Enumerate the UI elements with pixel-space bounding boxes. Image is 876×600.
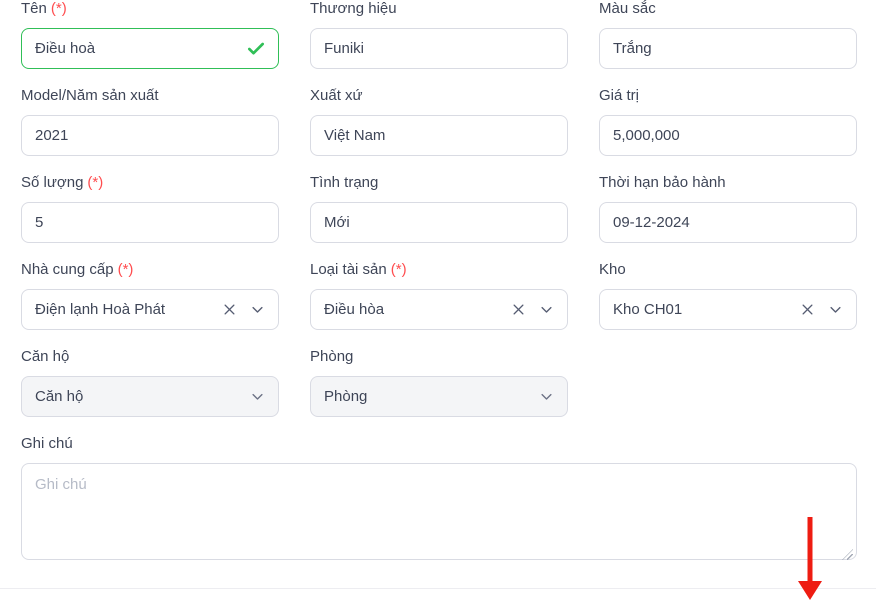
section-divider xyxy=(0,588,876,589)
chevron-down-icon xyxy=(250,389,265,404)
clear-icon[interactable] xyxy=(800,302,815,317)
model-input[interactable] xyxy=(21,115,279,156)
name-label: Tên (*) xyxy=(21,0,67,17)
asset-type-select[interactable]: Điều hòa xyxy=(310,289,568,330)
field-brand: Thương hiệu xyxy=(310,1,568,69)
required-marker: (*) xyxy=(50,0,67,17)
room-select-value: Phòng xyxy=(324,388,368,405)
quantity-label: Số lượng (*) xyxy=(21,174,104,191)
field-quantity: Số lượng (*) xyxy=(21,175,279,243)
origin-label: Xuất xứ xyxy=(310,87,363,104)
brand-input[interactable] xyxy=(310,28,568,69)
asset-type-select-value: Điều hòa xyxy=(324,301,385,318)
clear-icon[interactable] xyxy=(511,302,526,317)
field-asset-type: Loại tài sản (*) Điều hòa xyxy=(310,262,568,330)
chevron-down-icon[interactable] xyxy=(539,302,554,317)
required-marker: (*) xyxy=(87,174,104,191)
field-note: Ghi chú xyxy=(21,436,857,565)
field-name: Tên (*) xyxy=(21,1,279,69)
asset-form: Tên(*) Thương hiệu Màu sắc Model/Năm sản… xyxy=(21,1,857,584)
asset-type-label: Loại tài sản (*) xyxy=(310,261,407,278)
supplier-label: Nhà cung cấp (*) xyxy=(21,261,134,278)
chevron-down-icon xyxy=(539,389,554,404)
name-input[interactable] xyxy=(21,28,279,69)
color-input[interactable] xyxy=(599,28,857,69)
apartment-select[interactable]: Căn hộ xyxy=(21,376,279,417)
field-model: Model/Năm sản xuất xyxy=(21,88,279,156)
origin-input[interactable] xyxy=(310,115,568,156)
note-label: Ghi chú xyxy=(21,435,73,452)
condition-input[interactable] xyxy=(310,202,568,243)
condition-label: Tình trạng xyxy=(310,174,379,191)
field-color: Màu sắc xyxy=(599,1,857,69)
model-label: Model/Năm sản xuất xyxy=(21,87,159,104)
room-label: Phòng xyxy=(310,348,354,365)
field-room: Phòng Phòng xyxy=(310,349,568,417)
warehouse-select[interactable]: Kho CH01 xyxy=(599,289,857,330)
required-marker: (*) xyxy=(390,261,407,278)
required-marker: (*) xyxy=(117,261,134,278)
field-warehouse: Kho Kho CH01 xyxy=(599,262,857,330)
clear-icon[interactable] xyxy=(222,302,237,317)
warranty-date-input[interactable] xyxy=(599,202,857,243)
field-warranty: Thời hạn bảo hành xyxy=(599,175,857,243)
warehouse-select-value: Kho CH01 xyxy=(613,301,683,318)
supplier-select[interactable]: Điện lạnh Hoà Phát xyxy=(21,289,279,330)
chevron-down-icon[interactable] xyxy=(828,302,843,317)
note-textarea[interactable] xyxy=(21,463,857,560)
color-label: Màu sắc xyxy=(599,0,656,17)
apartment-select-value: Căn hộ xyxy=(35,388,84,405)
field-supplier: Nhà cung cấp (*) Điện lạnh Hoà Phát xyxy=(21,262,279,330)
field-apartment: Căn hộ Căn hộ xyxy=(21,349,279,417)
quantity-input[interactable] xyxy=(21,202,279,243)
price-input[interactable] xyxy=(599,115,857,156)
warranty-label: Thời hạn bảo hành xyxy=(599,174,726,191)
price-label: Giá trị xyxy=(599,87,640,104)
apartment-label: Căn hộ xyxy=(21,348,70,365)
field-condition: Tình trạng xyxy=(310,175,568,243)
field-origin: Xuất xứ xyxy=(310,88,568,156)
field-price: Giá trị xyxy=(599,88,857,156)
room-select[interactable]: Phòng xyxy=(310,376,568,417)
brand-label: Thương hiệu xyxy=(310,0,397,17)
chevron-down-icon[interactable] xyxy=(250,302,265,317)
supplier-select-value: Điện lạnh Hoà Phát xyxy=(35,301,166,318)
textarea-resize-handle[interactable] xyxy=(842,549,853,560)
warehouse-label: Kho xyxy=(599,261,626,278)
valid-check-icon xyxy=(246,39,266,59)
